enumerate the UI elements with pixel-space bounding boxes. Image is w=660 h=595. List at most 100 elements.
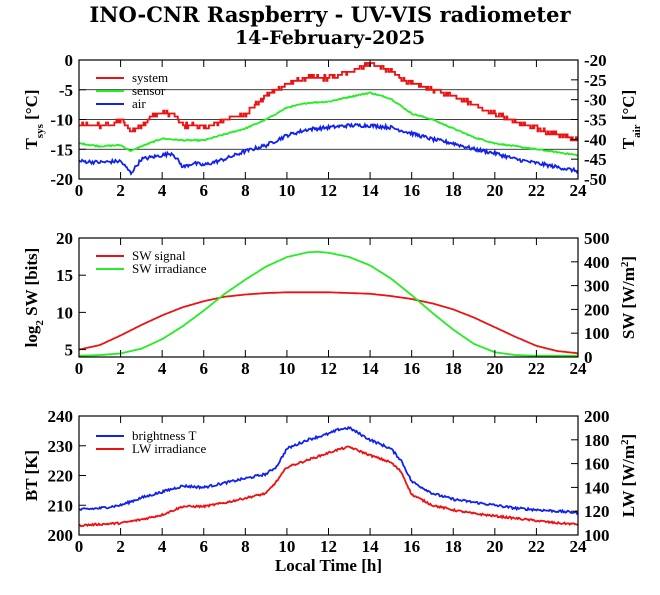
y2-axis-label-main: LW [W/m xyxy=(619,445,638,517)
series-line-sensor xyxy=(79,91,578,157)
y2-tick-label: 140 xyxy=(584,478,610,497)
chart-panel-3: 0 2 4 6 8 10 12 14 16 18 20 22 242002102202302401001… xyxy=(22,407,638,575)
y2-axis-label-sup: 2 xyxy=(619,439,631,445)
y-axis-label: Tsys [°C] xyxy=(22,89,46,149)
y-tick-label: 210 xyxy=(48,496,74,515)
x-tick-label: 24 xyxy=(570,181,588,200)
x-tick-label: 2 xyxy=(116,181,125,200)
y-axis-label: log2 SW [bits] xyxy=(22,248,46,348)
x-tick-label: 20 xyxy=(486,181,503,200)
x-tick-label: 6 xyxy=(200,359,209,378)
y-axis-label: BT [K] xyxy=(22,450,41,501)
chart-panel-2: 0 2 4 6 8 10 12 14 16 18 20 22 245101520010020030040… xyxy=(22,229,638,378)
y-tick-label: 0 xyxy=(65,51,74,70)
y-axis-label-main: T xyxy=(22,138,41,150)
x-tick-label: 20 xyxy=(486,537,503,556)
x-tick-label: 8 xyxy=(241,359,250,378)
x-tick-label: 12 xyxy=(320,181,337,200)
y-axis-label-main: log xyxy=(22,325,41,347)
series-line-system xyxy=(79,62,578,142)
x-tick-label: 22 xyxy=(528,181,545,200)
x-tick-label: 14 xyxy=(362,359,380,378)
page-subtitle: 14-February-2025 xyxy=(234,27,426,49)
x-tick-label: 0 xyxy=(75,359,84,378)
y2-axis-label-main: T xyxy=(619,137,638,149)
x-tick-label: 4 xyxy=(158,359,167,378)
y2-tick-label: 200 xyxy=(584,407,610,426)
x-tick-label: 2 xyxy=(116,537,125,556)
y-axis-label-sub: 2 xyxy=(34,320,46,326)
chart-panel-1: 0 2 4 6 8 10 12 14 16 18 20 22 24-20-15-10-50-50-45-… xyxy=(22,51,643,200)
y2-tick-label: 100 xyxy=(584,324,610,343)
y-tick-label: -5 xyxy=(59,81,73,100)
x-tick-label: 18 xyxy=(445,181,462,200)
y2-axis-label-sup: 2 xyxy=(619,261,631,267)
legend-label: LW irradiance xyxy=(132,441,206,456)
y2-tick-label: 300 xyxy=(584,277,610,296)
y2-tick-label: -35 xyxy=(584,111,607,130)
y-tick-label: 5 xyxy=(65,341,74,360)
x-tick-label: 6 xyxy=(200,537,209,556)
y2-tick-label: -45 xyxy=(584,150,607,169)
y-axis-label-main: BT [K] xyxy=(22,450,41,501)
y2-tick-label: 400 xyxy=(584,253,610,272)
y-tick-label: 240 xyxy=(48,407,74,426)
y2-axis-label: Tair [°C] xyxy=(619,90,643,149)
y-tick-label: 220 xyxy=(48,467,74,486)
y-tick-label: 20 xyxy=(56,229,73,248)
series-line-brightness-t xyxy=(79,425,578,516)
y2-tick-label: 200 xyxy=(584,300,610,319)
y2-tick-label: -40 xyxy=(584,130,607,149)
y-tick-label: 230 xyxy=(48,437,74,456)
y-axis-label-sub: sys xyxy=(34,123,46,138)
x-tick-label: 24 xyxy=(570,537,588,556)
legend-label: system xyxy=(132,70,168,85)
x-tick-label: 24 xyxy=(570,359,588,378)
legend-label: air xyxy=(132,96,146,111)
y2-axis-label-unit: ] xyxy=(619,256,638,262)
legend-label: sensor xyxy=(132,83,166,98)
x-tick-label: 22 xyxy=(528,537,545,556)
x-tick-label: 14 xyxy=(362,537,380,556)
y-tick-label: -20 xyxy=(50,170,73,189)
x-tick-label: 16 xyxy=(403,537,420,556)
legend-label: SW signal xyxy=(132,248,186,263)
y2-tick-label: 500 xyxy=(584,229,610,248)
x-axis-label: Local Time [h] xyxy=(275,556,382,575)
y2-axis-label: SW [W/m2] xyxy=(619,256,638,339)
y2-axis-label-unit: [°C] xyxy=(619,90,638,125)
y2-tick-label: -25 xyxy=(584,71,607,90)
y-tick-label: 15 xyxy=(56,266,73,285)
x-tick-label: 0 xyxy=(75,181,84,200)
y-axis-label-unit: SW [bits] xyxy=(22,248,41,320)
series-line-lw-irradiance xyxy=(79,445,578,528)
y2-axis-label-unit: ] xyxy=(619,434,638,440)
x-tick-label: 22 xyxy=(528,359,545,378)
y2-tick-label: -30 xyxy=(584,91,607,110)
y-axis-label-unit: [°C] xyxy=(22,89,41,124)
x-tick-label: 0 xyxy=(75,537,84,556)
x-tick-label: 4 xyxy=(158,181,167,200)
y-tick-label: 200 xyxy=(48,526,74,545)
y2-tick-label: -50 xyxy=(584,170,607,189)
x-tick-label: 14 xyxy=(362,181,380,200)
y2-tick-label: 0 xyxy=(584,348,593,367)
series-line-air xyxy=(79,122,578,176)
legend-label: SW irradiance xyxy=(132,261,207,276)
x-tick-label: 20 xyxy=(486,359,503,378)
y2-axis-label-main: SW [W/m xyxy=(619,267,638,339)
x-tick-label: 10 xyxy=(278,181,295,200)
x-tick-label: 12 xyxy=(320,537,337,556)
x-tick-label: 16 xyxy=(403,359,420,378)
y-tick-label: -15 xyxy=(50,140,73,159)
y2-axis-label: LW [W/m2] xyxy=(619,434,638,517)
y2-axis-label-sub: air xyxy=(631,124,643,138)
y2-tick-label: 100 xyxy=(584,526,610,545)
page-title: INO-CNR Raspberry - UV-VIS radiometer xyxy=(89,2,571,27)
x-tick-label: 10 xyxy=(278,537,295,556)
y-tick-label: -10 xyxy=(50,111,73,130)
y2-tick-label: 120 xyxy=(584,502,610,521)
y2-tick-label: 180 xyxy=(584,431,610,450)
y-tick-label: 10 xyxy=(56,303,73,322)
